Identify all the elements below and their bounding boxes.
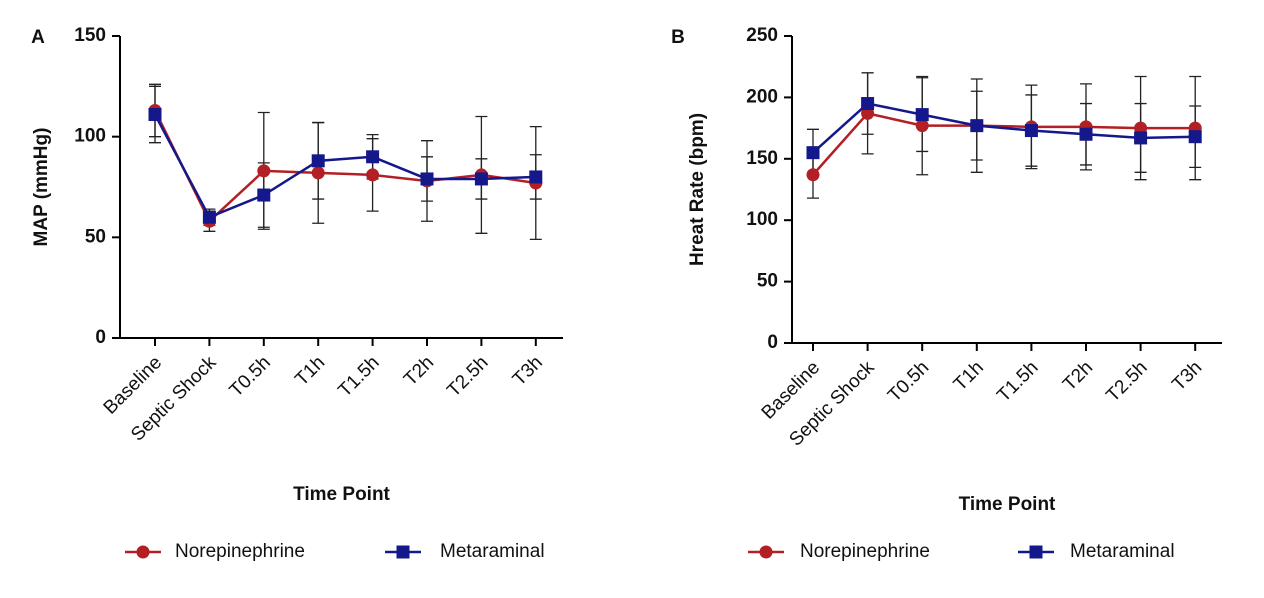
data-point (1134, 131, 1148, 145)
y-tick-label: 150 (74, 25, 106, 46)
y-tick-label: 50 (85, 226, 106, 247)
x-tick-label: T3h (509, 352, 547, 390)
series-line (153, 113, 536, 219)
data-point (366, 150, 380, 164)
data-point (311, 166, 325, 180)
series-line (812, 111, 1196, 176)
legend-marker (136, 545, 150, 559)
y-tick-label: 250 (746, 25, 778, 46)
legend-marker (396, 545, 410, 559)
x-tick-label: T3h (1168, 357, 1206, 395)
x-tick-label: T0.5h (884, 357, 933, 406)
legend-label: Norepinephrine (175, 541, 305, 562)
x-tick-label: T2h (400, 352, 438, 390)
data-point (148, 108, 162, 122)
y-tick-label: 150 (746, 148, 778, 169)
x-tick-label: T2h (1059, 357, 1097, 395)
x-tick-label: T1.5h (334, 352, 383, 401)
x-tick-label: T1h (291, 352, 329, 390)
data-point (1188, 130, 1202, 144)
y-axis-title: MAP (mmHg) (31, 128, 52, 247)
data-point (202, 210, 216, 224)
x-tick-label: T1.5h (993, 357, 1042, 406)
data-point (366, 168, 380, 182)
x-tick-label: T1h (950, 357, 988, 395)
panel-label: A (31, 27, 45, 48)
data-point (257, 164, 271, 178)
x-tick-label: T0.5h (226, 352, 275, 401)
data-point (861, 97, 875, 111)
y-tick-label: 0 (95, 327, 106, 348)
x-axis-title: Time Point (293, 484, 390, 505)
data-point (970, 119, 984, 133)
data-point (1079, 127, 1093, 141)
y-tick-label: 50 (757, 271, 778, 292)
data-point (806, 168, 820, 182)
series-line (153, 109, 536, 224)
data-point (1134, 121, 1148, 135)
data-point (257, 188, 271, 202)
data-point (1024, 124, 1038, 138)
legend-label: Norepinephrine (800, 541, 930, 562)
y-tick-label: 0 (767, 332, 778, 353)
legend-marker (1029, 545, 1043, 559)
legend-marker (759, 545, 773, 559)
data-point (861, 106, 875, 120)
data-point (529, 170, 543, 184)
x-tick-label: T2.5h (1102, 357, 1151, 406)
y-axis-title: Hreat Rate (bpm) (687, 113, 708, 266)
legend-label: Metaraminal (1070, 541, 1175, 562)
legend-label: Metaraminal (440, 541, 545, 562)
data-point (915, 119, 929, 133)
data-point (806, 146, 820, 160)
series-line (812, 102, 1196, 154)
data-point (915, 108, 929, 122)
data-point (474, 172, 488, 186)
y-tick-label: 100 (746, 209, 778, 230)
x-tick-label: T2.5h (443, 352, 492, 401)
y-tick-label: 200 (746, 86, 778, 107)
panel-label: B (671, 27, 685, 48)
data-point (420, 172, 434, 186)
y-tick-label: 100 (74, 126, 106, 147)
data-point (311, 154, 325, 168)
x-axis-title: Time Point (959, 494, 1056, 515)
